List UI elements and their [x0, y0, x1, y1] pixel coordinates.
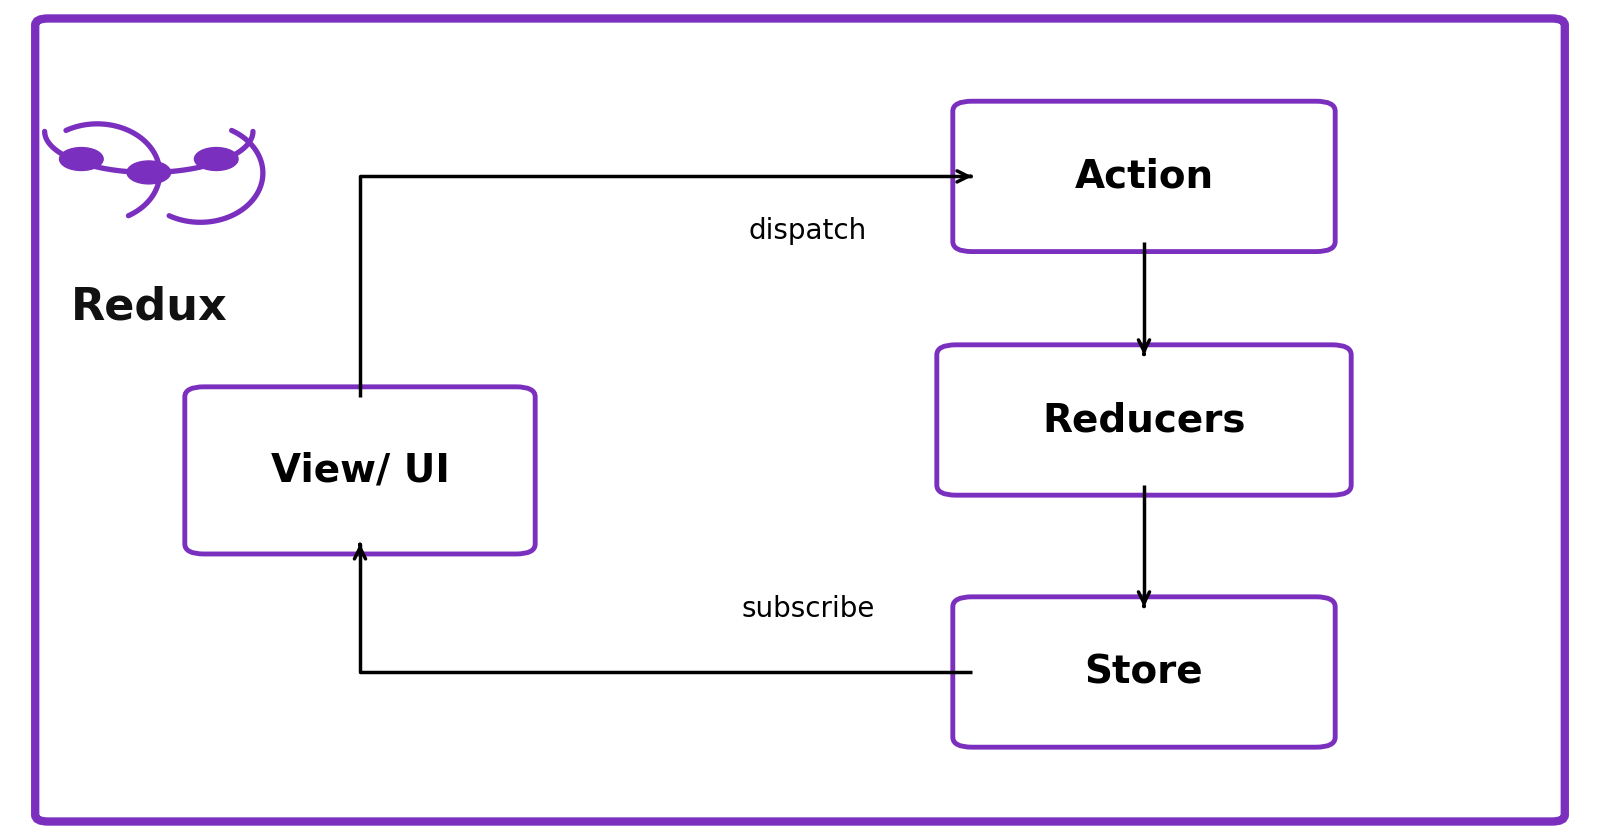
FancyBboxPatch shape — [186, 387, 534, 554]
Circle shape — [126, 161, 171, 184]
Text: subscribe: subscribe — [741, 595, 875, 623]
FancyBboxPatch shape — [952, 596, 1334, 748]
Text: Reducers: Reducers — [1042, 401, 1246, 439]
Circle shape — [195, 148, 238, 171]
FancyBboxPatch shape — [952, 102, 1334, 252]
Text: View/ UI: View/ UI — [270, 451, 450, 490]
Text: Action: Action — [1075, 157, 1213, 196]
Text: Redux: Redux — [70, 285, 227, 328]
Text: Store: Store — [1085, 653, 1203, 691]
Circle shape — [59, 148, 102, 171]
FancyBboxPatch shape — [936, 345, 1350, 496]
Text: dispatch: dispatch — [749, 217, 867, 245]
FancyBboxPatch shape — [35, 18, 1565, 822]
